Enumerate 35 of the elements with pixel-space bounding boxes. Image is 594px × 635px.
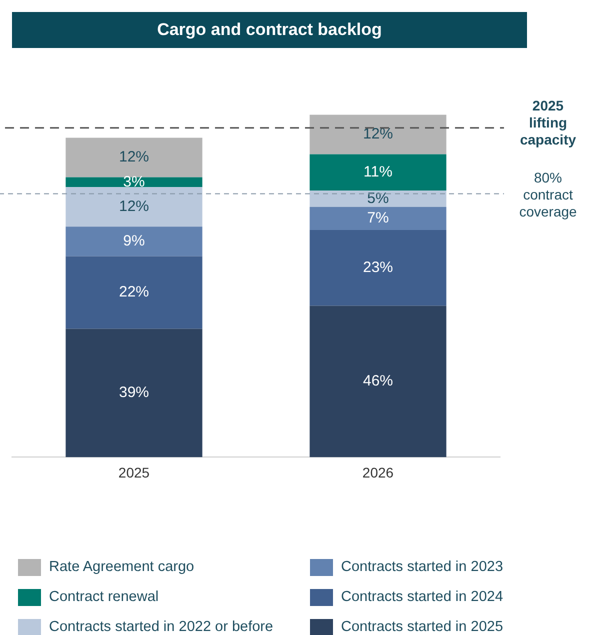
legend-label: Contracts started in 2024 bbox=[341, 589, 504, 605]
bar bbox=[310, 190, 446, 207]
bar bbox=[66, 187, 202, 227]
data-label: 46% bbox=[362, 372, 394, 390]
data-label: 9% bbox=[123, 232, 145, 250]
chart-title: Cargo and contract backlog bbox=[12, 12, 527, 48]
ref-line-label: 80% contract coverage bbox=[519, 170, 578, 220]
data-label: 22% bbox=[118, 284, 150, 301]
data-label: 12% bbox=[362, 126, 394, 143]
bar bbox=[66, 177, 202, 188]
legend-label: Contracts started in 2025 bbox=[341, 619, 504, 635]
data-label: 12% bbox=[118, 198, 150, 216]
data-label: 11% bbox=[364, 163, 392, 180]
data-label: 23% bbox=[362, 258, 394, 276]
bar bbox=[310, 206, 446, 230]
legend-label: Rate Agreement cargo bbox=[49, 559, 194, 575]
x-tick-label: 2026 bbox=[362, 464, 394, 480]
bar bbox=[66, 328, 202, 458]
bar bbox=[66, 138, 202, 178]
data-label: 3% bbox=[123, 173, 145, 190]
bar bbox=[310, 114, 446, 154]
bar bbox=[310, 230, 446, 306]
data-label: 7% bbox=[367, 210, 389, 227]
bar bbox=[66, 226, 202, 256]
data-label: 12% bbox=[118, 148, 150, 166]
x-tick-label: 2025 bbox=[118, 464, 150, 480]
bar bbox=[310, 306, 446, 458]
legend-label: Contract renewal bbox=[49, 589, 159, 605]
data-label: 39% bbox=[118, 384, 150, 402]
legend-label: Contracts started in 2022 or before bbox=[49, 619, 274, 635]
bar bbox=[66, 256, 202, 329]
data-label: 5% bbox=[367, 190, 389, 207]
legend-label: Contracts started in 2023 bbox=[341, 559, 504, 575]
ref-line-label: 2025 lifting capacity bbox=[520, 98, 576, 148]
bar bbox=[310, 154, 446, 190]
